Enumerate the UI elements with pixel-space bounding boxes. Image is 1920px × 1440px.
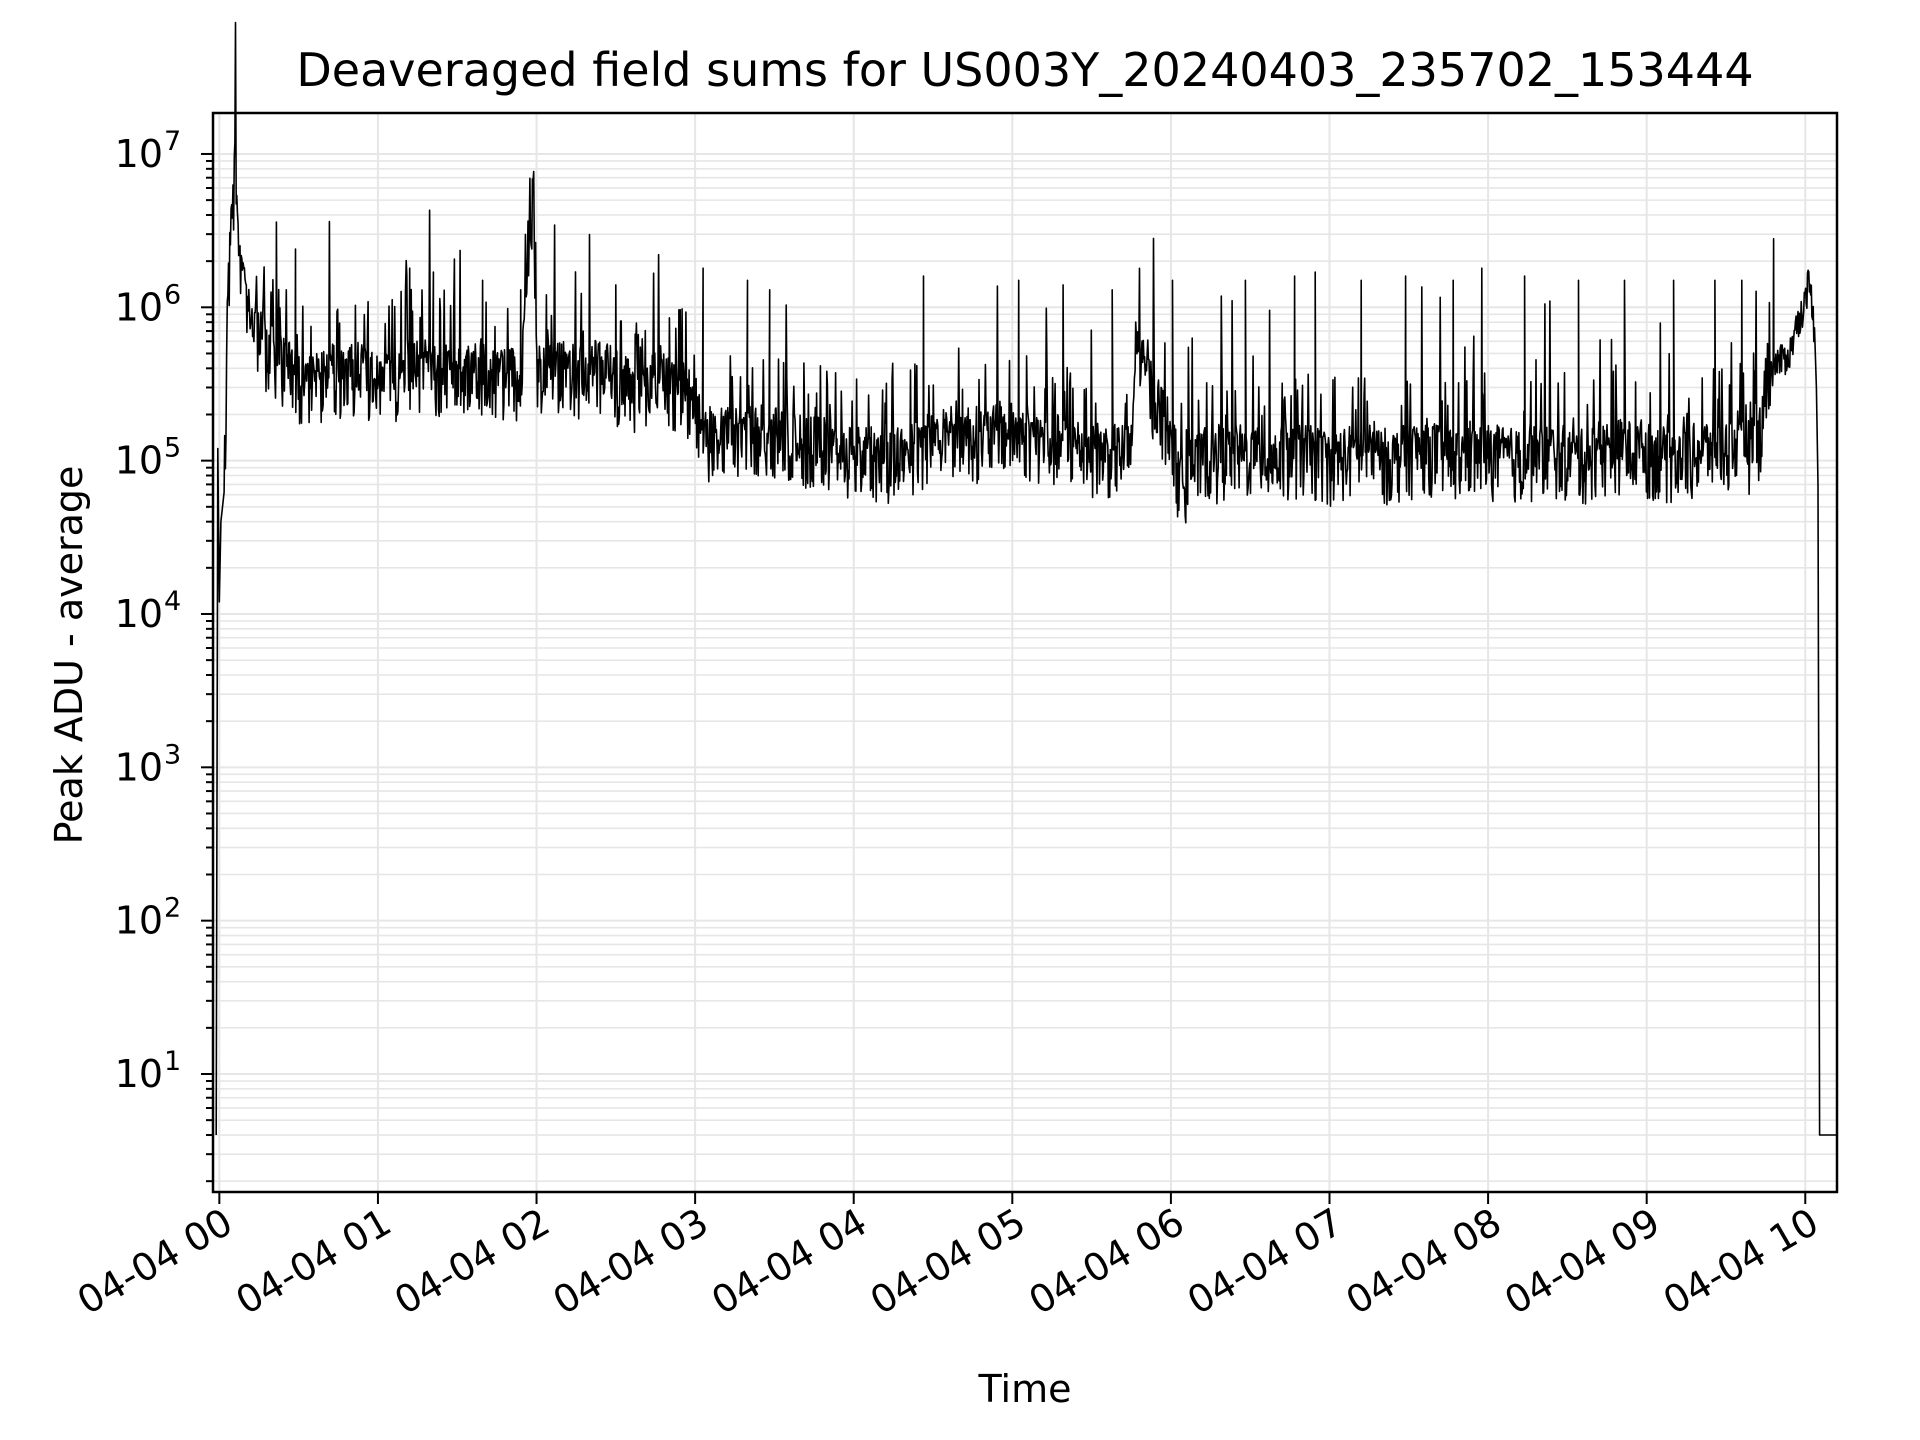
series-line (215, 21, 1837, 1136)
chart-title: Deaveraged field sums for US003Y_2024040… (296, 43, 1753, 97)
plot-frame (211, 111, 1839, 1194)
y-tick-exponent: 6 (164, 279, 181, 310)
y-tick-exponent: 7 (164, 126, 181, 157)
x-axis-label: Time (978, 1367, 1072, 1411)
y-tick-label: 10 (115, 899, 163, 943)
y-tick-label: 10 (115, 1052, 163, 1096)
y-tick-label: 10 (115, 439, 163, 483)
y-tick-label: 10 (115, 592, 163, 636)
y-tick-label: 10 (115, 132, 163, 176)
y-tick-exponent: 4 (164, 586, 181, 617)
y-axis-label: Peak ADU - average (47, 466, 91, 845)
data-series (215, 21, 1837, 1136)
y-tick-exponent: 3 (164, 739, 181, 770)
grid (213, 113, 1837, 1192)
y-tick-label: 10 (115, 285, 163, 329)
y-tick-exponent: 1 (164, 1046, 181, 1077)
y-tick-exponent: 5 (164, 433, 181, 464)
y-tick-exponent: 2 (164, 893, 181, 924)
y-tick-label: 10 (115, 745, 163, 789)
